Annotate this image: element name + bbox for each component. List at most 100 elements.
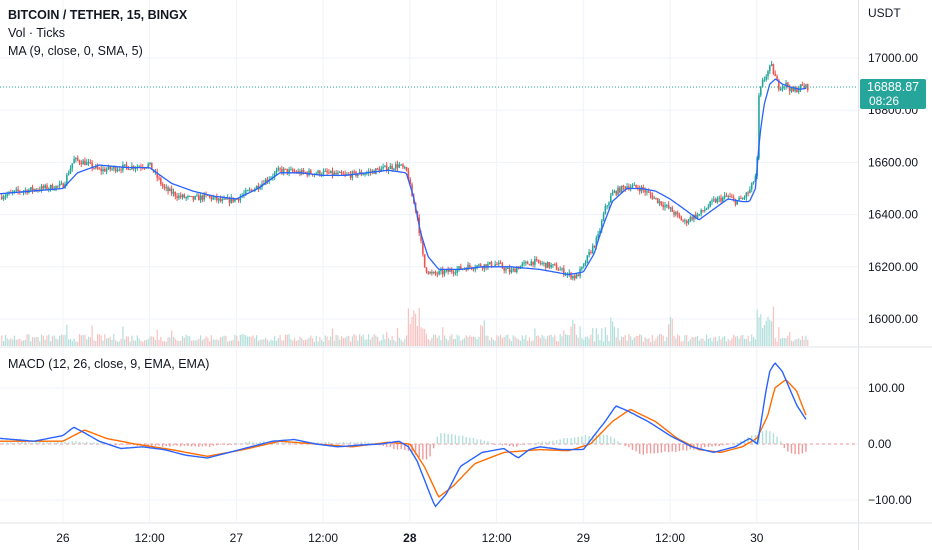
candle-body [600, 220, 603, 231]
volume-bar [763, 325, 765, 346]
candle-body [194, 196, 196, 200]
candle-body [727, 196, 730, 198]
macd-histogram-bar [320, 442, 323, 444]
volume-bar [465, 335, 467, 346]
macd-histogram-bar [479, 439, 482, 444]
volume-bar [134, 340, 137, 346]
volume-bar [49, 341, 52, 346]
volume-bar [118, 341, 120, 346]
volume-bar [340, 336, 343, 346]
macd-histogram-bar [277, 441, 279, 444]
volume-bar [409, 324, 411, 346]
candle-body [559, 269, 561, 271]
volume-bar [116, 341, 119, 346]
candle-body [376, 168, 379, 170]
volume-bar [691, 336, 693, 346]
volume-bar [272, 340, 274, 346]
macd-histogram-bar [53, 442, 55, 444]
volume-bar [48, 334, 50, 346]
candle-body [51, 185, 54, 190]
volume-bar [601, 328, 603, 346]
macd-histogram-bar [328, 441, 330, 444]
volume-bar [82, 335, 84, 346]
volume-bar [241, 334, 243, 346]
volume-bar [458, 335, 460, 346]
volume-bar [169, 337, 171, 346]
volume-bar [456, 334, 458, 346]
candle-body [479, 264, 482, 267]
macd-axis-label: 0.00 [868, 437, 892, 451]
macd-histogram-bar [671, 444, 673, 452]
macd-histogram-bar [28, 442, 30, 444]
volume-bar [237, 340, 240, 346]
volume-bar [684, 335, 686, 346]
volume-bar [8, 339, 10, 346]
candle-body [575, 274, 578, 279]
candle-body [691, 217, 693, 220]
candle-body [46, 185, 48, 190]
macd-histogram-bar [241, 443, 243, 445]
macd-histogram-bar [443, 433, 446, 444]
volume-bar [378, 341, 381, 346]
volume-bar [673, 335, 675, 346]
volume-bar [284, 334, 287, 346]
candle-body [407, 170, 410, 179]
candle-body [107, 166, 110, 170]
volume-bar [716, 341, 719, 346]
volume-bar [187, 336, 189, 346]
price-axis-label: 16200.00 [868, 260, 918, 274]
volume-bar [55, 338, 57, 346]
volume-bar [427, 339, 429, 346]
volume-bar [205, 336, 207, 346]
volume-bar [496, 335, 498, 346]
volume-bar [37, 337, 39, 346]
macd-histogram-bar [6, 442, 8, 444]
volume-bar [503, 336, 505, 346]
candle-body [494, 264, 496, 267]
candle-body [441, 269, 444, 275]
candle-body [649, 192, 652, 196]
candle-body [71, 163, 74, 169]
candle-body [729, 196, 731, 198]
macd-histogram-bar [342, 442, 345, 444]
volume-bar [162, 341, 164, 346]
volume-bar [283, 340, 285, 346]
candle-body [291, 169, 294, 172]
candle-body [160, 178, 162, 185]
candle-body [539, 262, 542, 264]
candle-body [490, 262, 493, 267]
candle-body [266, 179, 269, 182]
volume-bar [176, 340, 178, 346]
volume-bar [508, 338, 511, 346]
candle-body [570, 272, 572, 279]
volume-bar [337, 335, 339, 346]
volume-bar [111, 339, 113, 346]
macd-histogram-bar [779, 441, 782, 444]
volume-bar [223, 335, 225, 346]
macd-histogram-bar [617, 441, 619, 444]
volume-bar [129, 341, 131, 346]
volume-bar [348, 335, 350, 346]
candle-body [796, 88, 798, 93]
candle-body [24, 190, 27, 192]
volume-bar [536, 335, 538, 346]
volume-bar [216, 339, 218, 346]
macd-histogram-bar [172, 444, 175, 446]
volume-bar [677, 334, 679, 346]
macd-histogram-bar [606, 434, 608, 444]
candle-body [344, 174, 346, 176]
volume-bar [505, 335, 507, 346]
volume-bar [765, 320, 767, 346]
candle-body [705, 208, 708, 210]
candle-body [563, 268, 565, 275]
macd-histogram-bar [490, 443, 493, 444]
candle-body [67, 173, 70, 175]
candle-body [604, 206, 607, 214]
macd-histogram-bar [183, 444, 186, 446]
candle-body [197, 195, 200, 201]
candle-body [165, 187, 168, 189]
candle-body [246, 190, 249, 192]
candle-body [595, 237, 598, 247]
candle-body [273, 172, 276, 177]
